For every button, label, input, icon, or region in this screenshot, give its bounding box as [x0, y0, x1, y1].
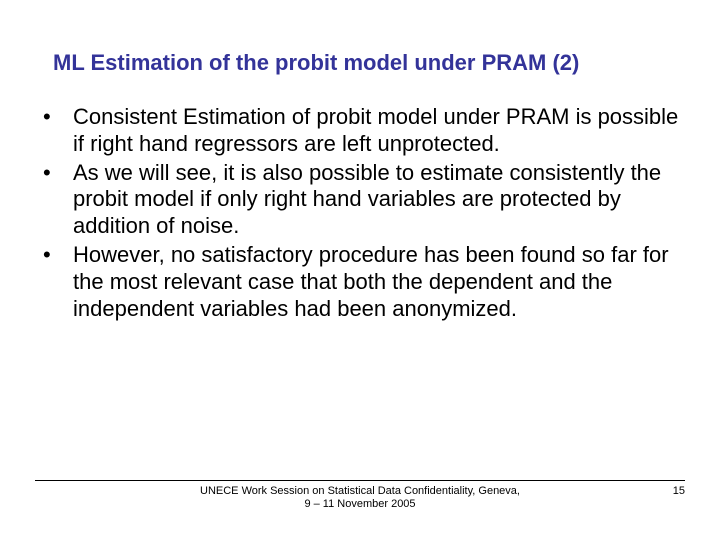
- slide-container: ML Estimation of the probit model under …: [0, 0, 720, 540]
- footer-line-1: UNECE Work Session on Statistical Data C…: [200, 485, 520, 497]
- bullet-item: Consistent Estimation of probit model un…: [35, 104, 685, 158]
- footer-text: UNECE Work Session on Statistical Data C…: [65, 485, 655, 513]
- footer-divider: [35, 480, 685, 481]
- bullet-item: However, no satisfactory procedure has b…: [35, 242, 685, 322]
- bullet-item: As we will see, it is also possible to e…: [35, 160, 685, 240]
- slide-title: ML Estimation of the probit model under …: [53, 50, 685, 76]
- page-number: 15: [655, 485, 685, 497]
- bullet-list: Consistent Estimation of probit model un…: [35, 104, 685, 323]
- footer-line-2: 9 – 11 November 2005: [304, 498, 415, 510]
- footer: UNECE Work Session on Statistical Data C…: [35, 480, 685, 513]
- footer-row: UNECE Work Session on Statistical Data C…: [35, 485, 685, 513]
